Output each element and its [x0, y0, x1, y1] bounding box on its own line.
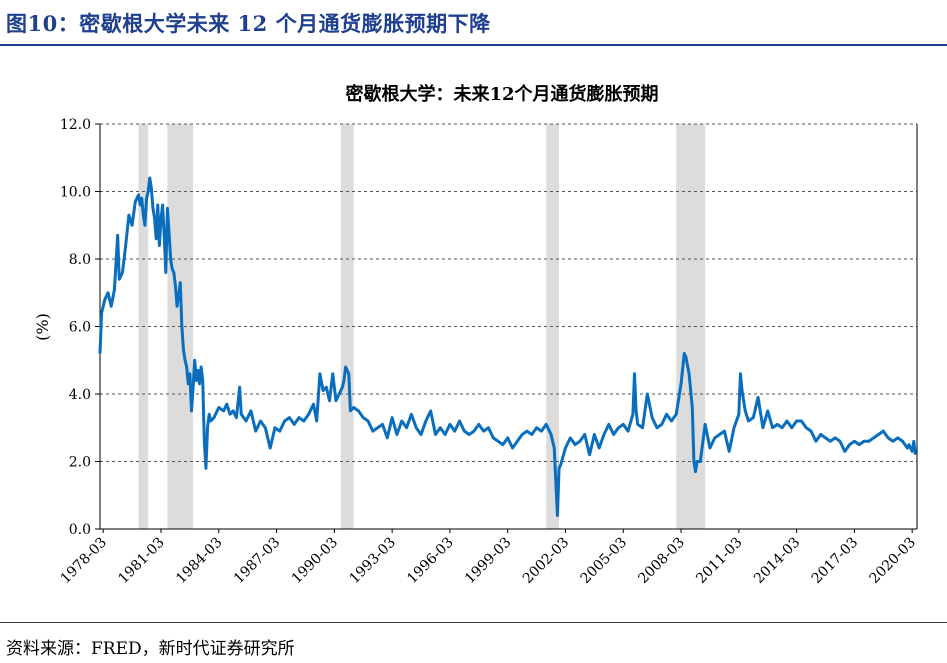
source-rule: [0, 622, 947, 623]
series-lines: [98, 176, 917, 517]
inflation-expectation-chart: 0.02.04.06.08.010.012.0 1978-03 1981-03 19…: [33, 83, 919, 587]
title-rule: [0, 44, 947, 46]
x-tick-labels: 1978-03 1981-03 1984-03 1987-03 1990-03 1993-…: [58, 529, 919, 587]
y-tick-label-4: 8.0: [69, 252, 91, 268]
x-tick-label-3: 1987-03: [231, 535, 283, 587]
y-axis-label: (%): [33, 313, 52, 341]
figure-title: 图10：密歇根大学未来 12 个月通货膨胀预期下降: [6, 8, 491, 38]
y-tick-label-3: 6.0: [69, 320, 91, 336]
y-tick-labels: 0.0 2.0 4.0 6.0 8.0 10.0 12.0: [60, 117, 91, 538]
y-tick-label-5: 10.0: [60, 185, 91, 201]
y-tick-label-6: 12.0: [60, 117, 91, 133]
x-tick-label-5: 1993-03: [346, 535, 398, 587]
y-tick-label-1: 2.0: [69, 455, 91, 471]
series-line-0: [98, 176, 917, 517]
x-tick-label-1: 1981-03: [115, 535, 167, 587]
x-tick-label-2: 1984-03: [173, 535, 225, 587]
x-tick-label-6: 1996-03: [404, 535, 456, 587]
recession-bands: [138, 124, 706, 529]
x-tick-label-13: 2017-03: [809, 535, 861, 587]
source-note: 资料来源：FRED，新时代证券研究所: [6, 639, 295, 659]
y-tick-label-2: 4.0: [69, 387, 91, 403]
x-tick-label-4: 1990-03: [289, 535, 341, 587]
x-tick-label-10: 2008-03: [635, 535, 687, 587]
chart-title: 密歇根大学：未来12个月通货膨胀预期: [345, 83, 658, 105]
x-tick-label-12: 2014-03: [751, 535, 803, 587]
x-tick-label-8: 2002-03: [520, 535, 572, 587]
figure-label: 图10：: [6, 11, 80, 36]
x-tick-label-7: 1999-03: [462, 535, 514, 587]
y-tick-label-0: 0.0: [69, 522, 91, 538]
x-tick-label-11: 2011-03: [693, 535, 745, 587]
gridlines: [95, 123, 917, 530]
x-tick-label-14: 2020-03: [867, 535, 919, 587]
figure-title-text: 密歇根大学未来 12 个月通货膨胀预期下降: [79, 11, 491, 36]
x-tick-label-0: 1978-03: [58, 535, 110, 587]
x-tick-label-9: 2005-03: [578, 535, 630, 587]
